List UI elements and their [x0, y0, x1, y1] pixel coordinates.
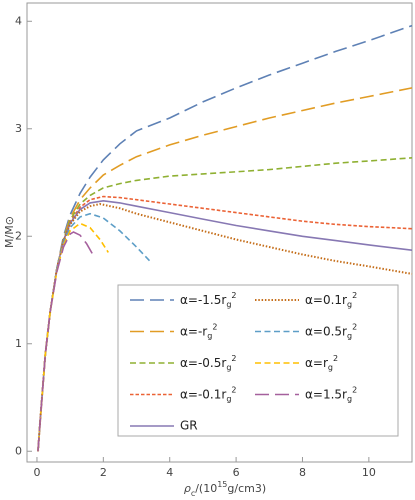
- legend-label: α=0.1rg2: [305, 291, 357, 309]
- x-tick-label: 0: [33, 466, 40, 479]
- legend-label: α=-0.1rg2: [180, 386, 236, 404]
- legend-label: α=-1.5rg2: [180, 291, 236, 309]
- legend-label: α=-rg2: [180, 323, 217, 341]
- series-line: [37, 231, 95, 452]
- series-line: [37, 222, 109, 452]
- plot-frame: [26, 2, 413, 463]
- y-axis-label: M/M⊙: [3, 216, 16, 248]
- legend-label: α=0.5rg2: [305, 323, 357, 341]
- y-tick-label: 1: [15, 337, 22, 350]
- y-tick-label: 3: [15, 122, 22, 135]
- x-tick-label: 4: [166, 466, 173, 479]
- x-tick-label: 6: [233, 466, 240, 479]
- x-tick-label: 10: [362, 466, 376, 479]
- y-tick-label: 4: [15, 14, 22, 27]
- x-tick-label: 2: [100, 466, 107, 479]
- x-axis-label: ρc/(1015g/cm3): [184, 480, 266, 498]
- legend-box: [117, 284, 399, 437]
- y-tick-label: 0: [15, 444, 22, 457]
- x-tick-label: 8: [299, 466, 306, 479]
- y-tick-label: 2: [15, 229, 22, 242]
- legend-label: α=-0.5rg2: [180, 354, 236, 372]
- legend-label: α=1.5rg2: [305, 386, 357, 404]
- series-line: [37, 202, 413, 452]
- legend-label: α=rg2: [305, 354, 338, 372]
- legend-label: GR: [180, 419, 198, 433]
- legend: α=-1.5rg2 α=-rg2 α=-0.5rg2 α=-0.1rg2 GR α=0.1…: [130, 291, 357, 433]
